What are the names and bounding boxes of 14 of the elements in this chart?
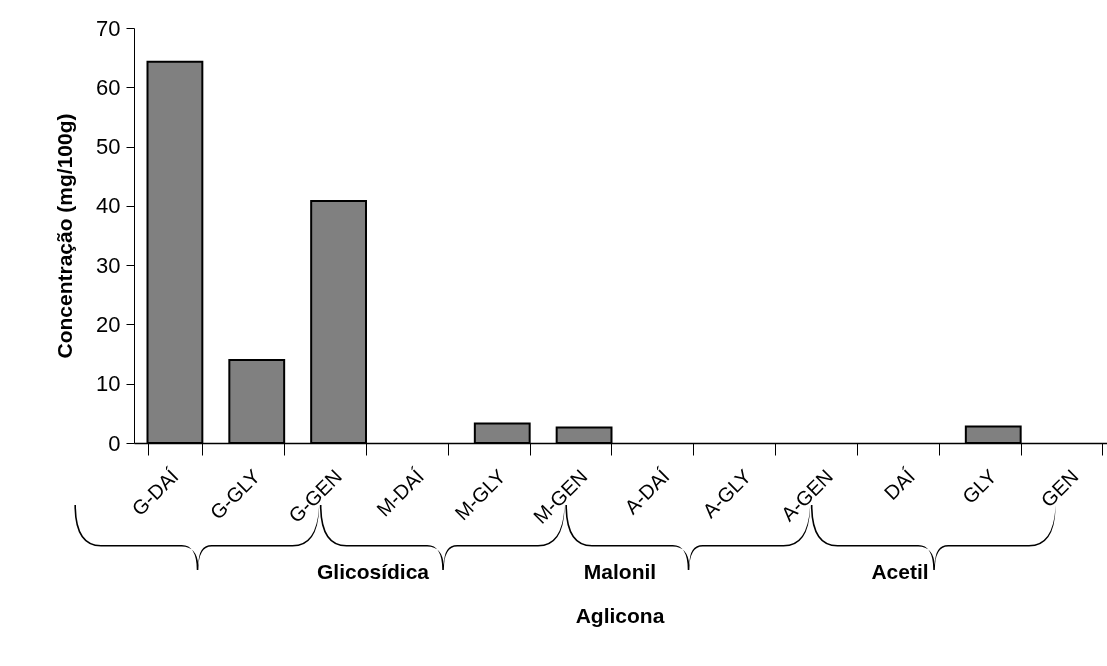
y-tick-label: 0 (108, 430, 121, 456)
y-tick-label: 70 (96, 15, 121, 41)
y-tick-label: 30 (96, 252, 121, 278)
y-tick-label: 10 (96, 371, 121, 397)
text: Aglicona (575, 604, 665, 628)
y-tick-label: 20 (96, 311, 121, 337)
text: Malonil (583, 560, 657, 584)
text: Glicosídica (316, 560, 430, 584)
text: Acetil (871, 560, 929, 584)
y-tick-label: 60 (96, 74, 121, 100)
y-tick-label: 40 (96, 193, 121, 219)
y-axis-title: Concentração (mg/100g) (53, 113, 77, 359)
x-tick-label: GLY (958, 465, 1001, 508)
y-tick-label: 50 (96, 134, 121, 160)
